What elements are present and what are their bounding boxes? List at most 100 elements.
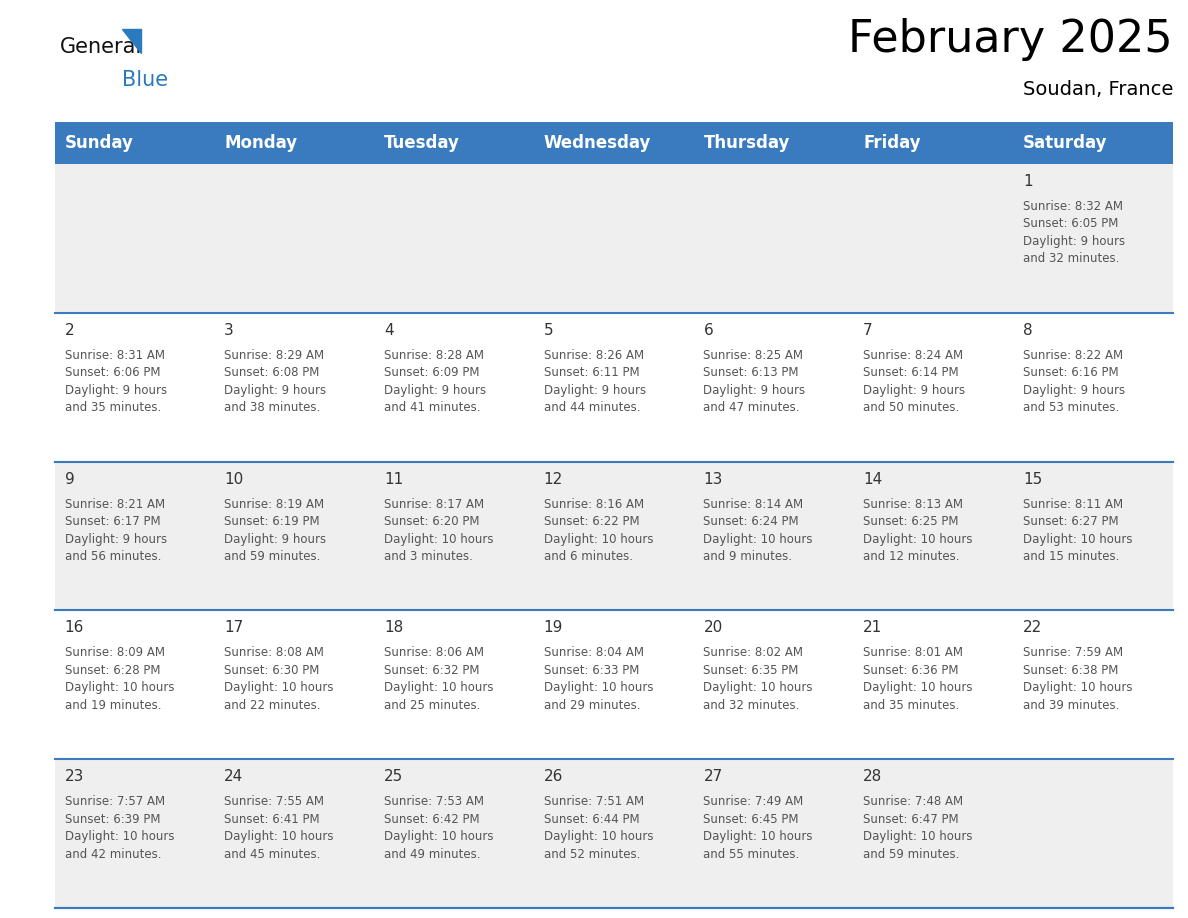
Text: Daylight: 10 hours: Daylight: 10 hours [64,681,175,694]
Text: Sunrise: 7:59 AM: Sunrise: 7:59 AM [1023,646,1123,659]
Text: Daylight: 9 hours: Daylight: 9 hours [864,384,966,397]
Text: Sunrise: 8:04 AM: Sunrise: 8:04 AM [544,646,644,659]
Text: Sunset: 6:06 PM: Sunset: 6:06 PM [64,366,160,379]
Text: Sunrise: 8:29 AM: Sunrise: 8:29 AM [225,349,324,362]
Text: Daylight: 10 hours: Daylight: 10 hours [225,681,334,694]
Text: and 9 minutes.: and 9 minutes. [703,550,792,563]
Text: and 29 minutes.: and 29 minutes. [544,699,640,711]
Text: 16: 16 [64,621,84,635]
Text: 13: 13 [703,472,722,487]
Text: Daylight: 10 hours: Daylight: 10 hours [544,532,653,545]
Text: Sunrise: 8:02 AM: Sunrise: 8:02 AM [703,646,803,659]
Text: Sunset: 6:33 PM: Sunset: 6:33 PM [544,664,639,677]
Text: Soudan, France: Soudan, France [1023,81,1173,99]
Text: 1: 1 [1023,174,1032,189]
Text: Sunset: 6:16 PM: Sunset: 6:16 PM [1023,366,1118,379]
Text: February 2025: February 2025 [848,18,1173,62]
Text: 20: 20 [703,621,722,635]
Text: 26: 26 [544,769,563,784]
Text: Monday: Monday [225,134,297,152]
Text: Sunset: 6:20 PM: Sunset: 6:20 PM [384,515,480,528]
Text: Daylight: 10 hours: Daylight: 10 hours [384,830,493,844]
Text: Daylight: 9 hours: Daylight: 9 hours [703,384,805,397]
Text: Daylight: 9 hours: Daylight: 9 hours [64,384,166,397]
Bar [55,759,1173,908]
Text: Sunset: 6:09 PM: Sunset: 6:09 PM [384,366,480,379]
Text: and 44 minutes.: and 44 minutes. [544,401,640,414]
Text: Sunset: 6:22 PM: Sunset: 6:22 PM [544,515,639,528]
Bar [55,122,1173,164]
Text: Sunset: 6:30 PM: Sunset: 6:30 PM [225,664,320,677]
Text: Sunset: 6:13 PM: Sunset: 6:13 PM [703,366,800,379]
Text: and 32 minutes.: and 32 minutes. [1023,252,1119,265]
Text: Sunset: 6:32 PM: Sunset: 6:32 PM [384,664,480,677]
Text: Sunrise: 8:31 AM: Sunrise: 8:31 AM [64,349,165,362]
Text: and 59 minutes.: and 59 minutes. [864,847,960,861]
Text: Daylight: 10 hours: Daylight: 10 hours [703,830,813,844]
Text: Sunset: 6:17 PM: Sunset: 6:17 PM [64,515,160,528]
Text: and 53 minutes.: and 53 minutes. [1023,401,1119,414]
Text: Sunset: 6:14 PM: Sunset: 6:14 PM [864,366,959,379]
Text: 15: 15 [1023,472,1042,487]
Text: Wednesday: Wednesday [544,134,651,152]
Text: Daylight: 10 hours: Daylight: 10 hours [703,681,813,694]
Text: 8: 8 [1023,323,1032,338]
Text: Sunrise: 8:01 AM: Sunrise: 8:01 AM [864,646,963,659]
Text: Sunset: 6:44 PM: Sunset: 6:44 PM [544,812,639,825]
Text: Daylight: 10 hours: Daylight: 10 hours [544,681,653,694]
Text: 27: 27 [703,769,722,784]
Text: and 3 minutes.: and 3 minutes. [384,550,473,563]
Text: 22: 22 [1023,621,1042,635]
Text: Daylight: 10 hours: Daylight: 10 hours [225,830,334,844]
Text: and 59 minutes.: and 59 minutes. [225,550,321,563]
Bar [55,610,1173,759]
Text: Sunrise: 8:14 AM: Sunrise: 8:14 AM [703,498,803,510]
Text: Daylight: 10 hours: Daylight: 10 hours [544,830,653,844]
Text: Sunrise: 8:08 AM: Sunrise: 8:08 AM [225,646,324,659]
Text: Daylight: 9 hours: Daylight: 9 hours [1023,384,1125,397]
Text: 9: 9 [64,472,75,487]
Text: Sunrise: 7:55 AM: Sunrise: 7:55 AM [225,795,324,808]
Text: Sunrise: 8:21 AM: Sunrise: 8:21 AM [64,498,165,510]
Text: Sunset: 6:19 PM: Sunset: 6:19 PM [225,515,320,528]
Text: Sunset: 6:42 PM: Sunset: 6:42 PM [384,812,480,825]
Text: 21: 21 [864,621,883,635]
Text: Saturday: Saturday [1023,134,1107,152]
Text: and 49 minutes.: and 49 minutes. [384,847,480,861]
Text: Sunset: 6:38 PM: Sunset: 6:38 PM [1023,664,1118,677]
Text: and 39 minutes.: and 39 minutes. [1023,699,1119,711]
Text: and 38 minutes.: and 38 minutes. [225,401,321,414]
Text: Sunset: 6:45 PM: Sunset: 6:45 PM [703,812,800,825]
Text: Sunrise: 8:26 AM: Sunrise: 8:26 AM [544,349,644,362]
Text: Sunrise: 8:28 AM: Sunrise: 8:28 AM [384,349,484,362]
Text: 11: 11 [384,472,403,487]
Bar [55,313,1173,462]
Text: Sunset: 6:11 PM: Sunset: 6:11 PM [544,366,639,379]
Text: Sunset: 6:47 PM: Sunset: 6:47 PM [864,812,959,825]
Text: Daylight: 9 hours: Daylight: 9 hours [225,384,327,397]
Text: Sunrise: 7:48 AM: Sunrise: 7:48 AM [864,795,963,808]
Text: 2: 2 [64,323,74,338]
Text: 4: 4 [384,323,393,338]
Text: Sunset: 6:28 PM: Sunset: 6:28 PM [64,664,160,677]
Text: Daylight: 10 hours: Daylight: 10 hours [1023,681,1132,694]
Text: and 47 minutes.: and 47 minutes. [703,401,800,414]
Text: 28: 28 [864,769,883,784]
Text: 6: 6 [703,323,713,338]
Text: Sunrise: 7:51 AM: Sunrise: 7:51 AM [544,795,644,808]
Text: Sunset: 6:39 PM: Sunset: 6:39 PM [64,812,160,825]
Text: and 45 minutes.: and 45 minutes. [225,847,321,861]
Text: and 32 minutes.: and 32 minutes. [703,699,800,711]
Text: and 50 minutes.: and 50 minutes. [864,401,960,414]
Text: and 19 minutes.: and 19 minutes. [64,699,162,711]
Text: Daylight: 10 hours: Daylight: 10 hours [864,532,973,545]
Text: 5: 5 [544,323,554,338]
Bar [55,164,1173,313]
Text: Sunday: Sunday [64,134,133,152]
Text: and 42 minutes.: and 42 minutes. [64,847,162,861]
Text: Sunrise: 8:11 AM: Sunrise: 8:11 AM [1023,498,1123,510]
Text: and 55 minutes.: and 55 minutes. [703,847,800,861]
Text: Friday: Friday [864,134,921,152]
Text: General: General [61,37,143,57]
Text: Daylight: 9 hours: Daylight: 9 hours [544,384,646,397]
